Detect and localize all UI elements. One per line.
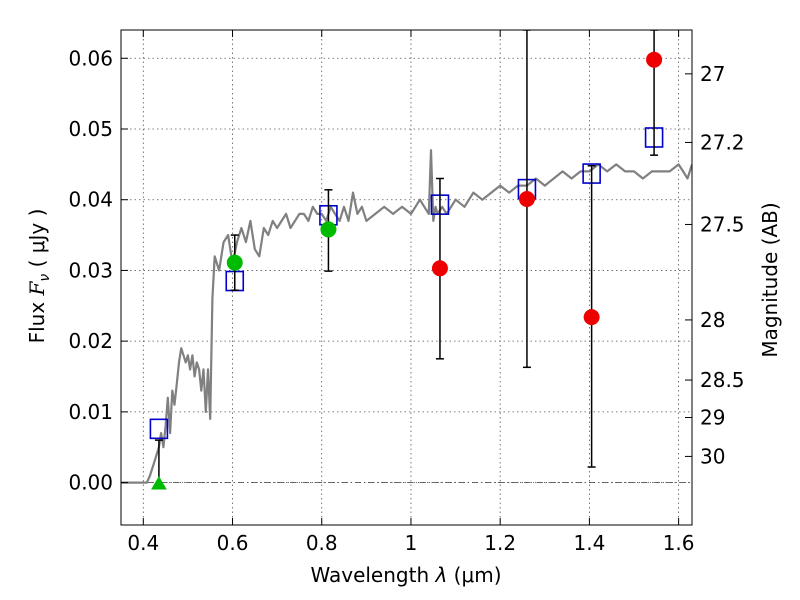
- y2-tick-label: 27.2: [700, 130, 745, 154]
- y-tick-label: 0.04: [68, 188, 113, 212]
- green-data-point: [226, 254, 243, 271]
- red-data-point: [518, 191, 535, 208]
- x-tick-label: 1.6: [663, 531, 695, 555]
- x-axis-label: Wavelength λ (μm): [310, 563, 501, 587]
- x-tick-label: 1.4: [573, 531, 605, 555]
- y2-tick-label: 27: [700, 62, 725, 86]
- plot-frame: [120, 29, 693, 526]
- x-tick-label: 1: [405, 531, 418, 555]
- grid: [121, 30, 692, 525]
- y2-axis-label: Magnitude (AB): [758, 202, 782, 357]
- y-tick-label: 0.06: [68, 46, 113, 70]
- red-data-point: [431, 260, 448, 277]
- x-tick-label: 1.2: [484, 531, 516, 555]
- red-data-point: [583, 309, 600, 326]
- axis-ticks: 0.4 0.6 0.8 1 1.2 1.4 1.6 0.00 0.01 0.02 0.03 0.04 0…: [68, 30, 745, 555]
- y2-tick-label: 27.5: [700, 212, 745, 236]
- x-tick-label: 0.8: [306, 531, 338, 555]
- plot-area: [121, 30, 692, 490]
- y2-tick-label: 29: [700, 406, 725, 430]
- y2-tick-label: 28.5: [700, 368, 745, 392]
- model-square-marker: [149, 418, 169, 440]
- y-tick-label: 0.02: [68, 329, 113, 353]
- y2-tick-label: 30: [700, 444, 725, 468]
- y-tick-label: 0.00: [68, 471, 113, 495]
- y-tick-label: 0.03: [68, 258, 113, 282]
- y-tick-label: 0.01: [68, 400, 113, 424]
- y2-tick-label: 28: [700, 308, 725, 332]
- y-tick-label: 0.05: [68, 117, 113, 141]
- spectrum-line: [121, 149, 692, 484]
- x-tick-label: 0.4: [127, 531, 159, 555]
- green-data-point: [320, 221, 337, 238]
- x-tick-label: 0.6: [217, 531, 249, 555]
- upper-limit-marker: [151, 475, 167, 490]
- red-data-point: [646, 51, 663, 68]
- y-axis-label: Flux Fν ( μJy ): [25, 209, 53, 344]
